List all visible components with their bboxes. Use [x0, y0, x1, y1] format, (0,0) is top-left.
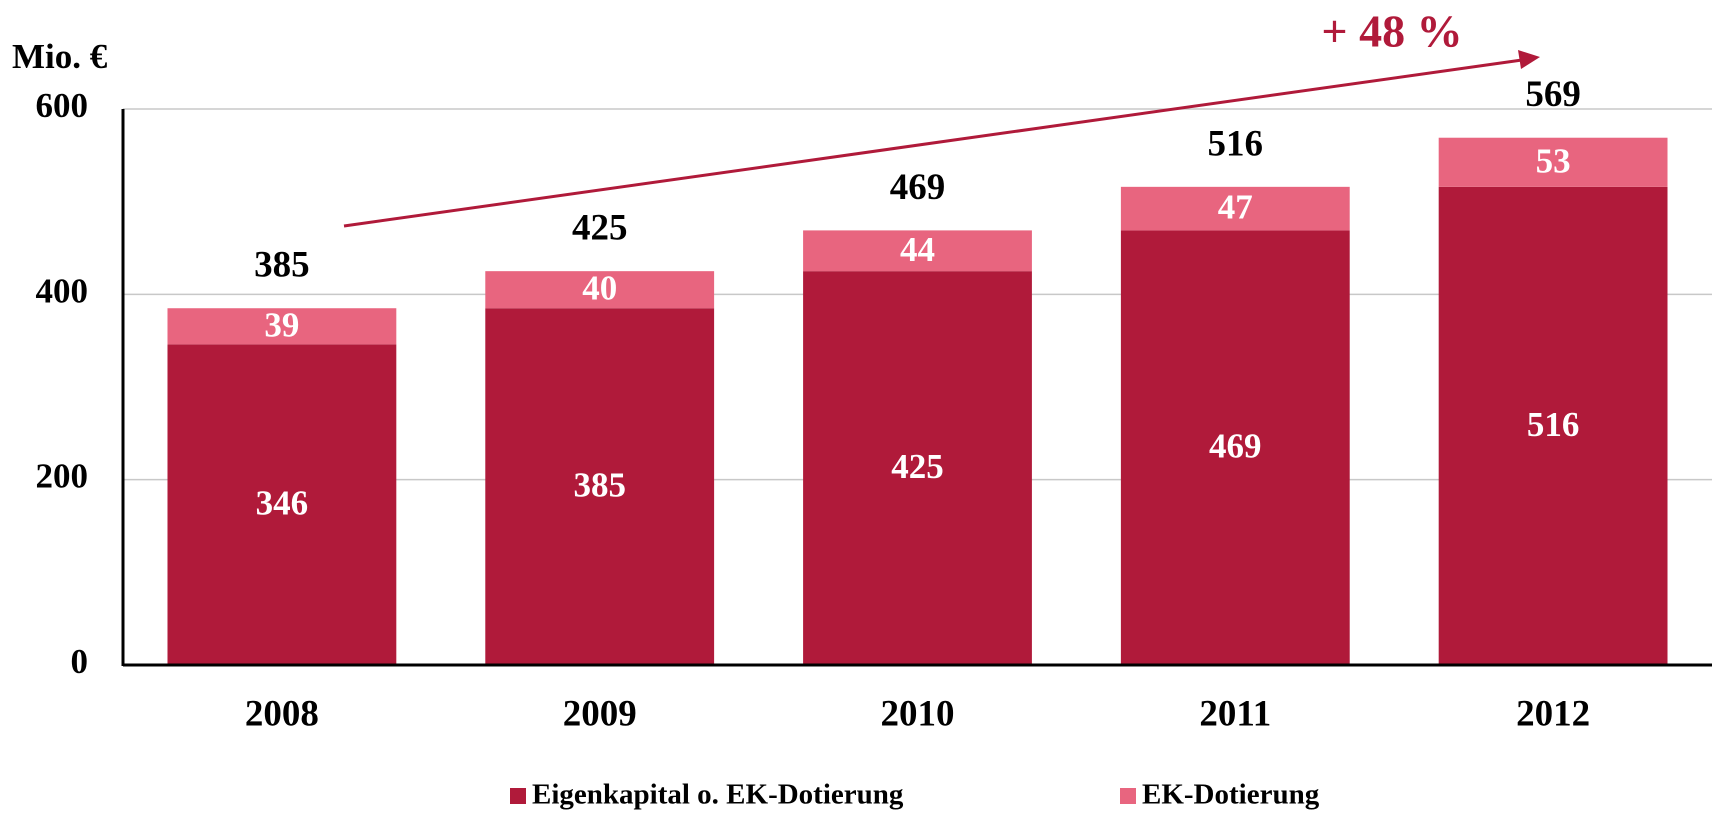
bar-segment	[1438, 137, 1668, 187]
y-tick-label: 400	[36, 271, 89, 310]
bar-segment	[485, 271, 715, 309]
y-tick-label: 200	[36, 457, 89, 496]
bar-segment	[167, 308, 397, 345]
x-tick-label: 2012	[1516, 693, 1590, 734]
value-label: 40	[582, 269, 617, 308]
y-tick-label: 600	[36, 86, 89, 125]
bar-segment	[1120, 186, 1350, 231]
y-tick-label: 0	[71, 642, 89, 681]
value-label: 44	[900, 230, 935, 269]
total-label: 425	[572, 208, 628, 249]
value-label: 425	[891, 447, 944, 486]
bar-segment	[485, 308, 715, 665]
legend-label: Eigenkapital o. EK-Dotierung	[532, 779, 904, 811]
value-label: 39	[264, 305, 299, 344]
total-label: 516	[1208, 123, 1264, 164]
value-label: 385	[573, 466, 626, 505]
bar-segment	[1438, 186, 1668, 665]
arrow-head	[1518, 50, 1540, 69]
growth-annotation: + 48 %	[1321, 6, 1462, 57]
bar-segment	[803, 271, 1032, 665]
bar-segment	[803, 230, 1032, 272]
x-tick-label: 2010	[881, 693, 955, 734]
legend-label: EK-Dotierung	[1142, 779, 1320, 811]
value-label: 53	[1536, 141, 1571, 180]
value-label: 47	[1218, 188, 1253, 227]
value-label: 516	[1527, 405, 1580, 444]
x-tick-label: 2009	[563, 693, 637, 734]
trend-arrow	[343, 58, 1523, 228]
total-label: 385	[254, 245, 310, 286]
value-label: 469	[1209, 427, 1262, 466]
bar-segment	[1120, 230, 1350, 666]
x-tick-label: 2011	[1199, 693, 1271, 734]
total-label: 469	[890, 167, 946, 208]
legend-swatch	[1120, 788, 1136, 804]
bar-segment	[167, 344, 397, 665]
legend-swatch	[510, 788, 526, 804]
total-label: 569	[1525, 74, 1581, 115]
x-tick-label: 2008	[245, 693, 319, 734]
y-axis-label: Mio. €	[12, 37, 108, 76]
value-label: 346	[256, 484, 309, 523]
